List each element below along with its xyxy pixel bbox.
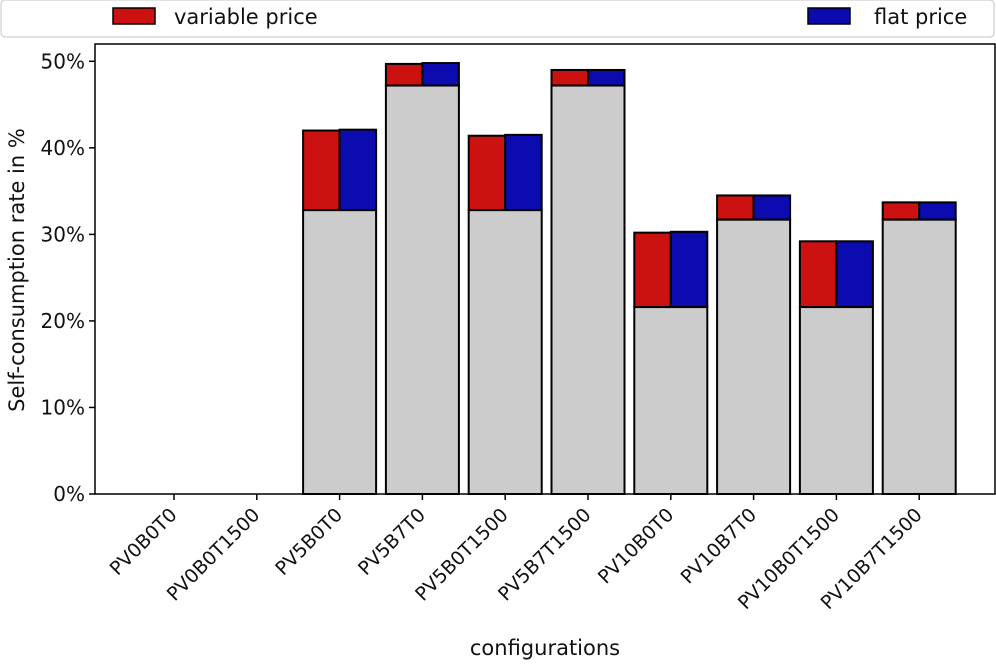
bar-base-PV10B7T1500 xyxy=(881,218,957,496)
bar-base-PV5B7T0 xyxy=(384,84,460,496)
bar-variable-price-PV10B7T1500 xyxy=(881,201,921,221)
y-tick-label: 0% xyxy=(53,482,85,506)
y-tick-label: 10% xyxy=(41,395,85,419)
bar-base-PV10B0T1500 xyxy=(798,306,874,496)
y-axis-ticks: 0% 10% 20% 30% 40% 50% xyxy=(41,49,95,506)
bar-flat-price-PV5B7T1500 xyxy=(587,68,626,87)
bar-flat-price-PV10B0T0 xyxy=(669,230,709,309)
bar-flat-price-PV10B7T0 xyxy=(752,194,792,221)
y-tick-label: 40% xyxy=(41,136,85,160)
bars xyxy=(302,62,957,496)
legend: variable price flat price xyxy=(0,0,995,38)
bar-flat-price-PV5B0T1500 xyxy=(504,133,543,212)
bar-flat-price-PV10B0T1500 xyxy=(835,240,874,309)
legend-label-flat-price: flat price xyxy=(874,5,967,29)
bar-variable-price-PV5B0T1500 xyxy=(467,134,507,212)
bar-flat-price-PV5B0T0 xyxy=(338,128,378,212)
bar-base-PV5B0T0 xyxy=(302,209,378,495)
y-axis-label: Self-consumption rate in % xyxy=(5,128,29,412)
y-tick-label: 20% xyxy=(41,309,85,333)
bar-variable-price-PV10B7T0 xyxy=(716,194,755,221)
bar-variable-price-PV5B0T0 xyxy=(302,129,341,212)
y-tick-label: 50% xyxy=(41,49,85,73)
x-tick-label: PV0B0T0 xyxy=(106,504,182,580)
bar-flat-price-PV5B7T0 xyxy=(421,62,460,87)
legend-swatch-variable-price xyxy=(112,7,156,25)
legend-frame xyxy=(0,0,995,38)
legend-swatch-flat-price xyxy=(807,7,851,25)
x-tick-label: PV10B0T0 xyxy=(594,504,678,588)
x-axis-label: configurations xyxy=(470,636,620,660)
bar-base-PV10B7T0 xyxy=(716,218,792,496)
x-tick-label: PV5B0T0 xyxy=(271,504,347,580)
bar-variable-price-PV10B0T0 xyxy=(633,231,672,309)
bar-flat-price-PV10B7T1500 xyxy=(918,201,957,221)
x-tick-label: PV10B7T0 xyxy=(677,504,761,588)
bar-variable-price-PV5B7T1500 xyxy=(550,68,589,87)
y-tick-label: 30% xyxy=(41,222,85,246)
bar-base-PV5B7T1500 xyxy=(550,84,626,496)
x-tick-label: PV5B7T0 xyxy=(354,504,430,580)
bar-base-PV10B0T0 xyxy=(633,306,709,496)
bar-variable-price-PV5B7T0 xyxy=(384,62,424,87)
bar-variable-price-PV10B0T1500 xyxy=(798,240,838,309)
plot-frame xyxy=(94,43,996,495)
legend-label-variable-price: variable price xyxy=(174,5,318,29)
bar-base-PV5B0T1500 xyxy=(467,209,543,495)
